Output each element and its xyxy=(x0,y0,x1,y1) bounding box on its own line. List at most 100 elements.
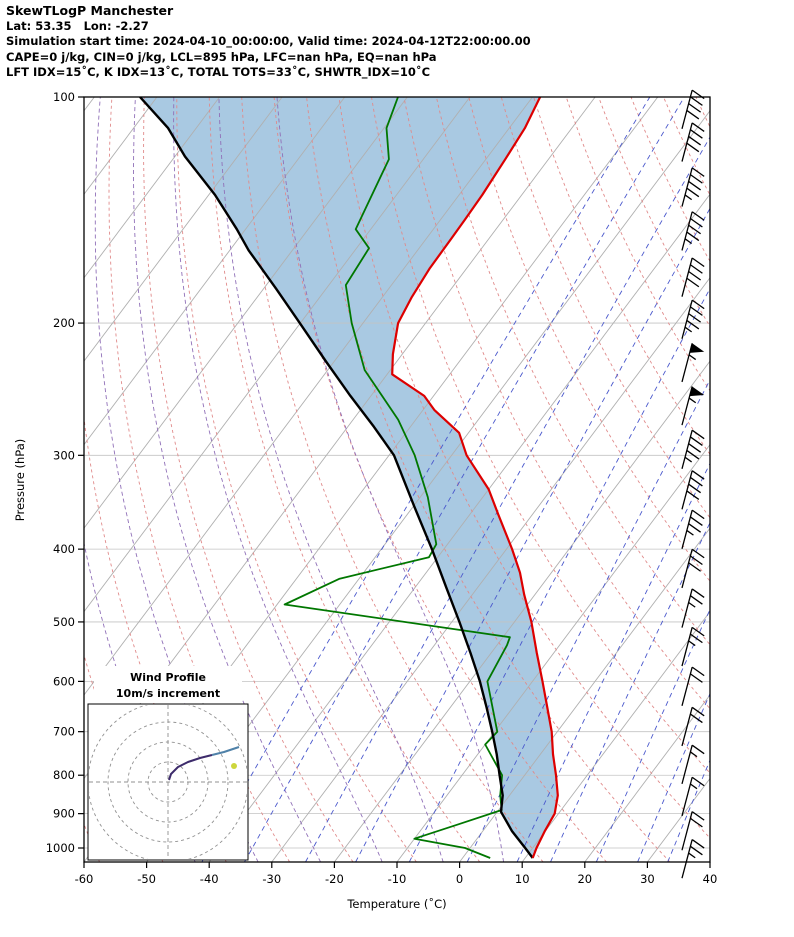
dry-adiabat-line xyxy=(435,97,710,646)
barb-staff xyxy=(681,777,693,817)
wind-barb xyxy=(681,626,705,667)
header-block: SkewTLogP Manchester Lat: 53.35 Lon: -2.… xyxy=(6,3,531,81)
dry-adiabat-line xyxy=(273,97,607,862)
barb-feather xyxy=(688,180,701,191)
wind-barb xyxy=(681,299,705,339)
barb-feather xyxy=(690,96,703,106)
barb-feather xyxy=(686,187,700,198)
dry-adiabat-line xyxy=(500,97,710,519)
barb-feather xyxy=(691,470,705,480)
temp-tick-label: 0 xyxy=(456,872,463,886)
isotherm-line xyxy=(84,97,471,613)
barb-feather xyxy=(688,270,701,281)
temp-tick-label: 10 xyxy=(515,872,530,886)
barb-staff xyxy=(681,429,693,470)
mixing-ratio-line xyxy=(466,378,710,862)
barb-feather xyxy=(686,142,700,153)
isotherm-line xyxy=(84,97,533,696)
barb-staff xyxy=(681,666,693,706)
pressure-tick-label: 800 xyxy=(53,768,75,782)
temp-tick-label: 40 xyxy=(703,872,718,886)
barb-feather xyxy=(690,264,703,274)
dry-adiabat-line xyxy=(143,97,354,862)
moist-adiabat-line xyxy=(173,97,383,862)
temp-tick-label: -30 xyxy=(262,872,281,886)
wind-barb xyxy=(681,509,705,549)
barb-half-feather xyxy=(688,601,696,608)
barb-half-feather xyxy=(688,640,696,647)
barb-staff xyxy=(681,811,693,851)
barb-feather xyxy=(688,103,701,113)
barb-feather xyxy=(686,231,700,242)
isotherm-line xyxy=(84,97,408,529)
pressure-tick-label: 1000 xyxy=(46,841,75,855)
barb-feather xyxy=(690,817,703,828)
barb-feather xyxy=(691,666,705,677)
barb-feather xyxy=(691,257,705,268)
pressure-tick-label: 700 xyxy=(53,725,75,739)
barb-staff xyxy=(681,167,693,207)
mixing-ratio-line xyxy=(305,136,710,862)
barb-staff xyxy=(681,211,693,251)
wind-barb xyxy=(681,257,705,297)
barb-half-feather xyxy=(684,194,693,201)
x-axis-label: Temperature (˚C) xyxy=(346,896,446,911)
barb-half-feather xyxy=(688,852,696,859)
plot-area xyxy=(84,97,710,862)
shaded-region xyxy=(140,97,558,858)
moist-adiabat-line xyxy=(218,97,444,862)
barb-half-feather xyxy=(688,397,697,404)
dry-adiabat-line xyxy=(208,97,481,862)
barb-staff xyxy=(681,257,693,297)
dry-adiabat-line xyxy=(630,97,710,263)
dry-adiabat-line xyxy=(468,97,710,582)
barb-feather xyxy=(688,562,701,572)
barb-feather xyxy=(690,174,703,184)
pressure-tick-label: 900 xyxy=(53,807,75,821)
y-axis-label: Pressure (hPa) xyxy=(13,439,27,522)
barb-feather xyxy=(686,277,700,288)
pressure-tick-label: 200 xyxy=(53,316,75,330)
page-title: SkewTLogP Manchester xyxy=(6,3,174,18)
barb-half-feather xyxy=(684,326,693,333)
isotherm-line xyxy=(584,694,710,862)
barb-feather xyxy=(690,217,703,228)
mixing-ratio-line xyxy=(595,608,710,862)
barb-feather xyxy=(690,476,703,487)
wind-barb xyxy=(681,386,705,426)
barb-feather xyxy=(690,129,703,139)
pressure-tick-label: 400 xyxy=(53,542,75,556)
wind-barb xyxy=(681,588,705,628)
barb-feather xyxy=(688,483,701,494)
wind-barb xyxy=(681,167,705,207)
inset-area xyxy=(89,705,247,859)
wind-barb xyxy=(681,776,705,817)
barb-feather xyxy=(691,839,705,849)
mixing-ratio-line xyxy=(355,207,710,862)
barb-feather xyxy=(688,443,701,453)
barb-half-feather xyxy=(686,529,694,536)
hodograph-marker-dot xyxy=(231,763,237,769)
moist-adiabat-line xyxy=(133,97,322,862)
parcel-curve xyxy=(139,97,534,859)
isotherm-line xyxy=(521,610,710,862)
dry-adiabat-line xyxy=(403,97,710,710)
barb-staff xyxy=(681,839,693,879)
temp-tick-label: -50 xyxy=(137,872,156,886)
header-latlon: Lat: 53.35 Lon: -2.27 xyxy=(6,18,149,33)
barb-half-feather xyxy=(688,354,697,361)
isotherm-line xyxy=(334,360,710,862)
barb-feather xyxy=(691,122,705,132)
temp-tick-label: -20 xyxy=(325,872,344,886)
barb-half-feather xyxy=(684,238,693,245)
barb-staff xyxy=(681,745,693,785)
temp-tick-label: 20 xyxy=(577,872,592,886)
wind-barb xyxy=(681,211,705,251)
barb-feather xyxy=(691,509,705,520)
inset-title: Wind Profile xyxy=(130,671,206,684)
temp-tick-label: -40 xyxy=(200,872,219,886)
inset-subtitle: 10m/s increment xyxy=(116,687,220,700)
wind-barbs xyxy=(681,89,705,879)
